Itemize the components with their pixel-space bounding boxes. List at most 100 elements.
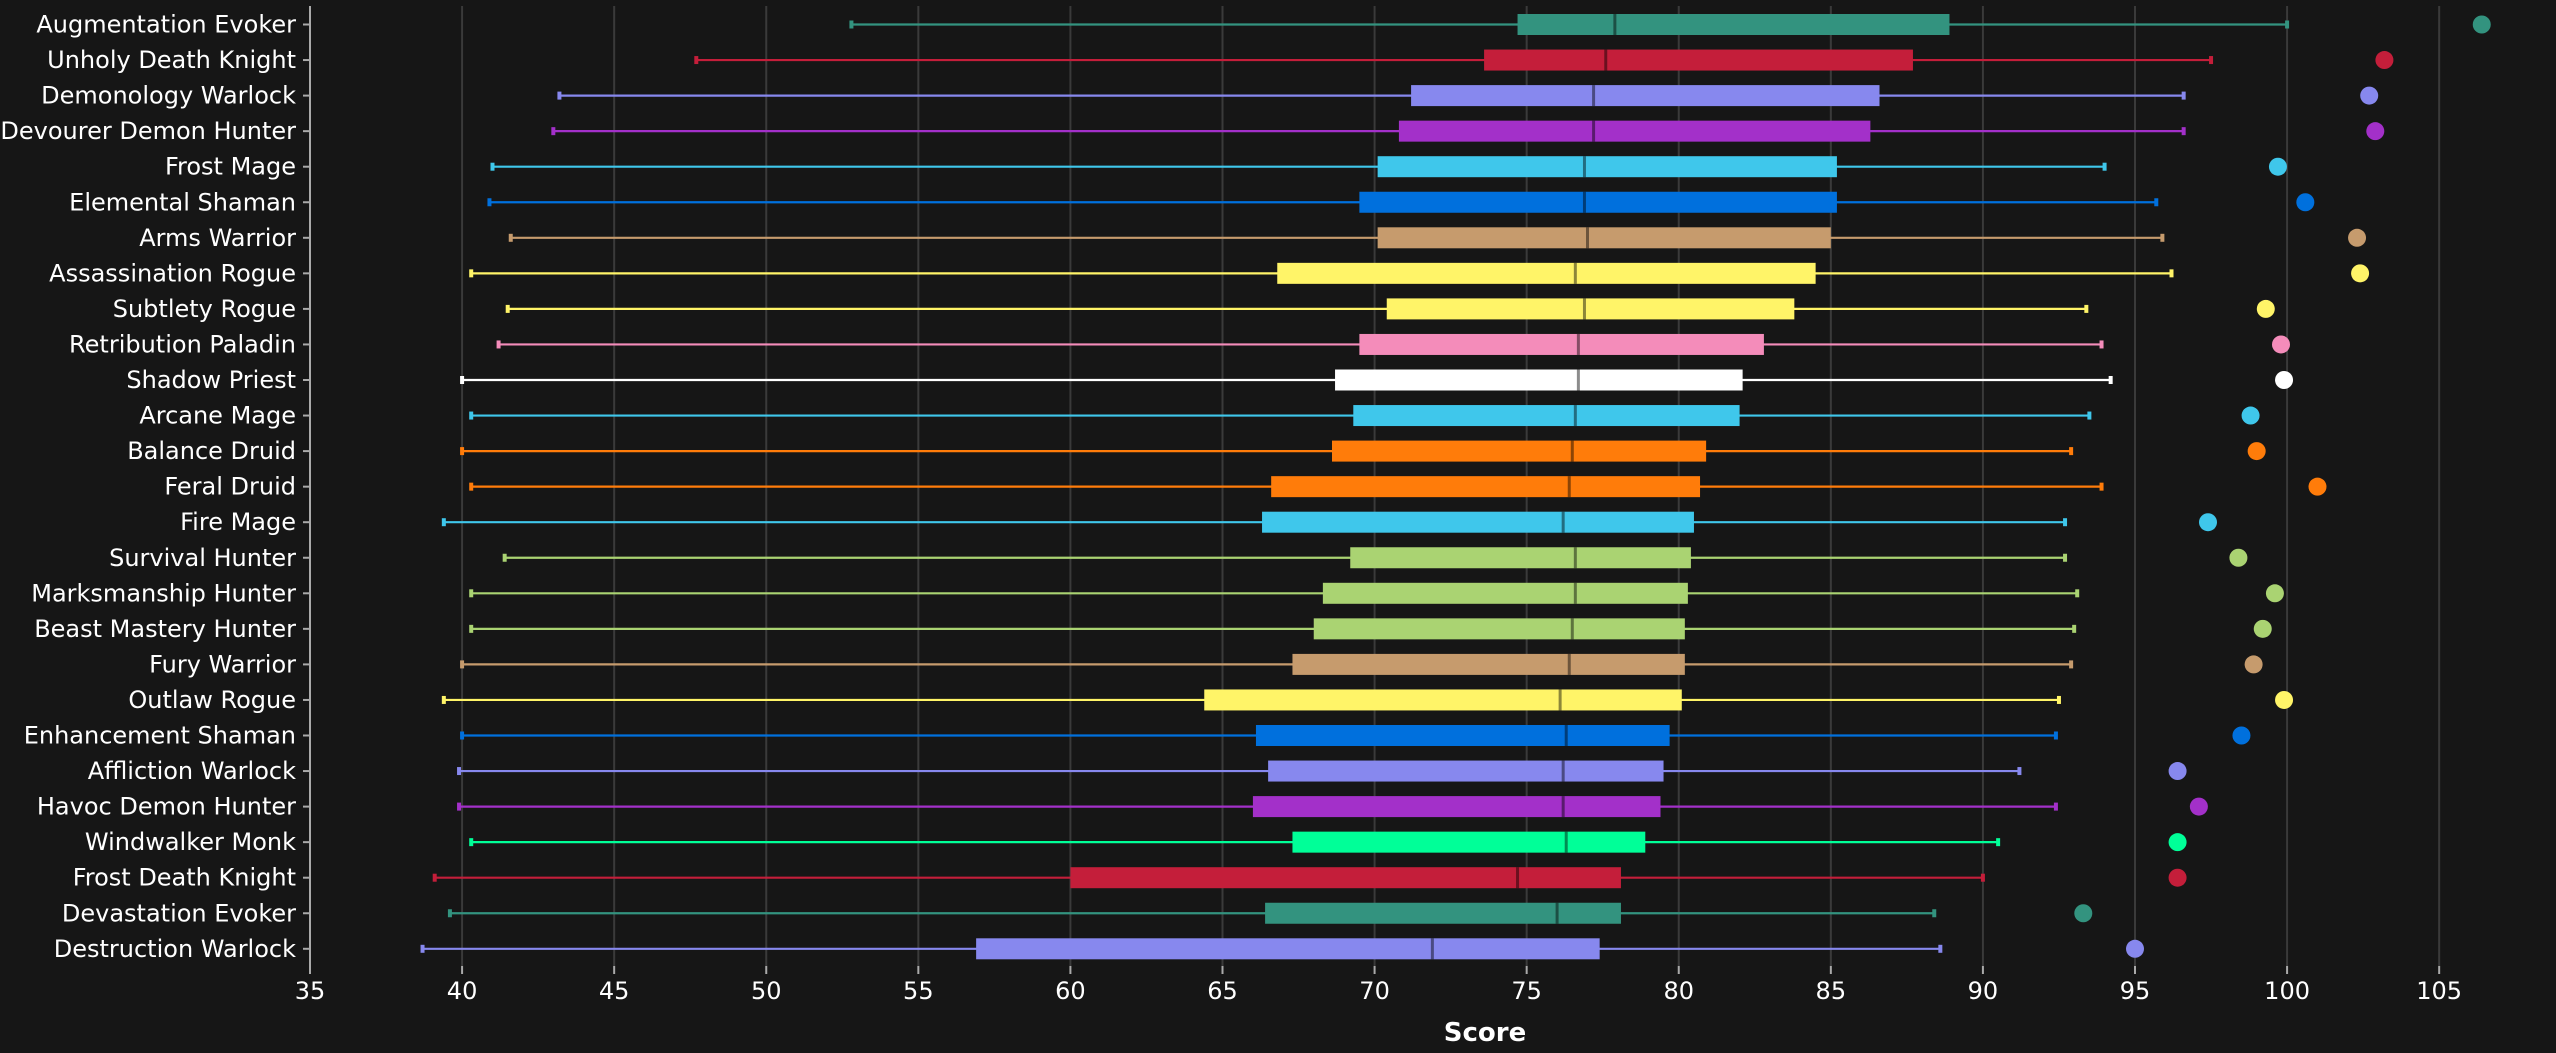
iqr-box <box>1277 262 1816 284</box>
category-label: Assassination Rogue <box>49 259 296 287</box>
iqr-box <box>1268 760 1664 782</box>
iqr-box <box>976 938 1600 960</box>
x-tick-label: 80 <box>1663 977 1694 1005</box>
x-tick-label: 55 <box>903 977 934 1005</box>
iqr-box <box>1335 369 1743 391</box>
outlier-point <box>2360 86 2379 105</box>
x-tick-label: 105 <box>2416 977 2462 1005</box>
outlier-point <box>2241 406 2260 425</box>
iqr-box <box>1377 227 1831 249</box>
iqr-box <box>1265 902 1621 924</box>
box-row: Arms Warrior <box>139 224 2367 252</box>
category-label: Unholy Death Knight <box>47 46 296 74</box>
box-row: Retribution Paladin <box>69 330 2290 358</box>
outlier-point <box>2074 904 2093 923</box>
x-tick-label: 90 <box>1968 977 1999 1005</box>
outlier-point <box>2189 797 2208 816</box>
iqr-box <box>1252 796 1661 818</box>
x-tick-label: 100 <box>2264 977 2310 1005</box>
box-layer: Augmentation Evoker Unholy Death Knight De… <box>0 11 2491 963</box>
outlier-point <box>2232 726 2251 745</box>
iqr-box <box>1359 191 1837 213</box>
category-label: Devourer Demon Hunter <box>0 117 296 145</box>
iqr-box <box>1271 476 1701 498</box>
iqr-box <box>1322 582 1688 604</box>
iqr-box <box>1332 440 1707 462</box>
iqr-box <box>1292 653 1685 675</box>
box-row: Frost Death Knight <box>73 864 2187 892</box>
category-label: Frost Death Knight <box>73 864 296 892</box>
x-tick-label: 40 <box>447 977 478 1005</box>
box-row: Beast Mastery Hunter <box>34 615 2272 643</box>
outlier-point <box>2366 122 2385 141</box>
box-row: Unholy Death Knight <box>47 46 2394 74</box>
outlier-point <box>2351 264 2370 283</box>
outlier-point <box>2268 157 2287 176</box>
category-label: Augmentation Evoker <box>36 11 296 39</box>
category-label: Windwalker Monk <box>85 828 296 856</box>
box-row: Marksmanship Hunter <box>31 579 2284 607</box>
iqr-box <box>1262 511 1694 533</box>
iqr-box <box>1204 689 1682 711</box>
category-label: Fury Warrior <box>149 650 296 678</box>
outlier-point <box>2253 619 2272 638</box>
box-row: Subtlety Rogue <box>113 295 2275 323</box>
box-row: Devourer Demon Hunter <box>0 117 2385 145</box>
iqr-box <box>1313 618 1685 640</box>
box-row: Elemental Shaman <box>69 188 2315 216</box>
category-label: Affliction Warlock <box>88 757 296 785</box>
box-row: Outlaw Rogue <box>128 686 2294 714</box>
x-tick-label: 85 <box>1816 977 1847 1005</box>
category-label: Feral Druid <box>164 473 296 501</box>
category-label: Frost Mage <box>165 153 296 181</box>
box-row: Fire Mage <box>180 508 2217 536</box>
x-tick-label: 60 <box>1055 977 1086 1005</box>
outlier-point <box>2229 548 2248 567</box>
category-label: Arms Warrior <box>139 224 296 252</box>
x-tick-label: 45 <box>599 977 630 1005</box>
category-label: Beast Mastery Hunter <box>34 615 296 643</box>
box-row: Arcane Mage <box>139 402 2260 430</box>
box-row: Augmentation Evoker <box>36 11 2491 39</box>
box-row: Havoc Demon Hunter <box>37 793 2208 821</box>
axis-layer: 35 40 45 50 55 60 65 70 75 80 85 90 95 100 105 <box>295 6 2462 1005</box>
iqr-box <box>1517 14 1950 35</box>
outlier-point <box>2308 477 2327 496</box>
outlier-point <box>2256 299 2275 318</box>
category-label: Enhancement Shaman <box>24 722 296 750</box>
iqr-box <box>1359 333 1764 355</box>
x-axis-title: Score <box>1444 1018 1526 1048</box>
category-label: Retribution Paladin <box>69 330 296 358</box>
outlier-point <box>2126 939 2144 958</box>
box-row: Devastation Evoker <box>62 899 2093 927</box>
x-tick-label: 95 <box>2120 977 2151 1005</box>
outlier-point <box>2199 513 2217 532</box>
x-tick-label: 75 <box>1511 977 1542 1005</box>
outlier-point <box>2168 868 2187 887</box>
category-label: Balance Druid <box>127 437 296 465</box>
box-row: Shadow Priest <box>126 366 2294 394</box>
box-row: Destruction Warlock <box>54 935 2144 963</box>
iqr-box <box>1350 547 1691 569</box>
iqr-box <box>1377 156 1837 178</box>
x-tick-label: 35 <box>295 977 326 1005</box>
category-label: Arcane Mage <box>139 402 296 430</box>
outlier-point <box>2272 335 2290 354</box>
iqr-box <box>1353 405 1740 427</box>
box-row: Demonology Warlock <box>41 82 2379 110</box>
category-label: Devastation Evoker <box>62 899 296 927</box>
iqr-box <box>1411 85 1880 107</box>
category-label: Subtlety Rogue <box>113 295 296 323</box>
category-label: Elemental Shaman <box>69 188 296 216</box>
category-label: Demonology Warlock <box>41 82 296 110</box>
outlier-point <box>2168 833 2187 852</box>
iqr-box <box>1386 298 1795 320</box>
box-row: Frost Mage <box>165 153 2287 181</box>
outlier-point <box>2275 371 2294 389</box>
outlier-point <box>2296 193 2315 212</box>
outlier-point <box>2168 762 2187 781</box>
iqr-box <box>1484 49 1913 71</box>
iqr-box <box>1292 831 1646 853</box>
category-label: Havoc Demon Hunter <box>37 793 296 821</box>
category-label: Survival Hunter <box>109 544 296 572</box>
